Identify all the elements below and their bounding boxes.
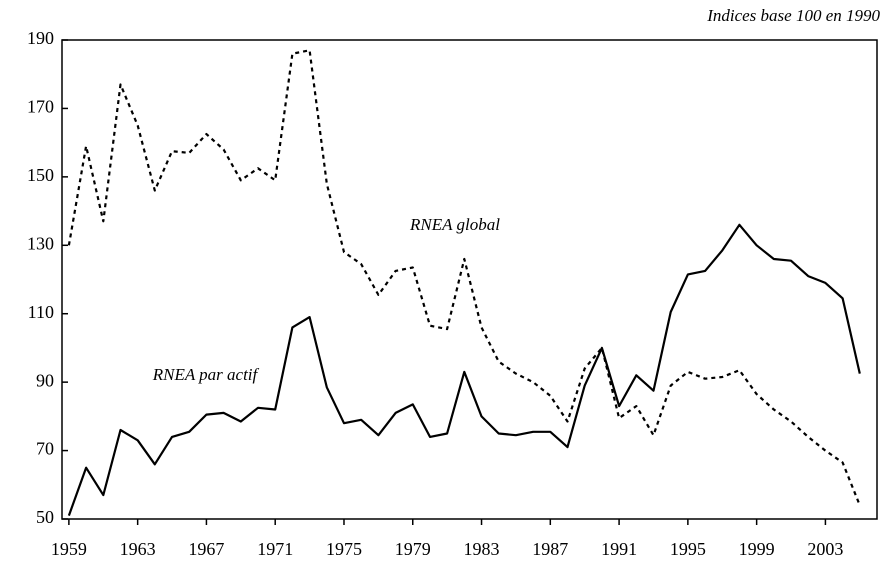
y-tick-label: 110 <box>28 302 54 322</box>
x-tick-label: 1979 <box>395 539 431 559</box>
x-tick-label: 1991 <box>601 539 637 559</box>
x-tick-label: 1967 <box>188 539 224 559</box>
x-tick-label: 1999 <box>739 539 775 559</box>
x-tick-label: 1995 <box>670 539 706 559</box>
series-line <box>67 49 861 506</box>
plot-frame <box>61 39 878 520</box>
y-tick-label: 170 <box>27 97 54 117</box>
x-tick-label: 2003 <box>807 539 843 559</box>
x-tick-label: 1971 <box>257 539 293 559</box>
x-tick-label: 1987 <box>532 539 568 559</box>
y-tick-label: 150 <box>27 165 54 185</box>
x-tick-label: 1983 <box>464 539 500 559</box>
x-tick-label: 1959 <box>51 539 87 559</box>
series-label: RNEA par actif <box>152 365 260 384</box>
series-label: RNEA global <box>409 215 500 234</box>
y-tick-label: 70 <box>36 439 54 459</box>
y-tick-label: 50 <box>36 507 54 527</box>
y-tick-label: 90 <box>36 370 54 390</box>
x-tick-label: 1975 <box>326 539 362 559</box>
x-tick-label: 1963 <box>120 539 156 559</box>
y-tick-label: 190 <box>27 28 54 48</box>
y-tick-label: 130 <box>27 233 54 253</box>
annotation: Indices base 100 en 1990 <box>706 6 880 25</box>
series-line <box>67 223 861 516</box>
